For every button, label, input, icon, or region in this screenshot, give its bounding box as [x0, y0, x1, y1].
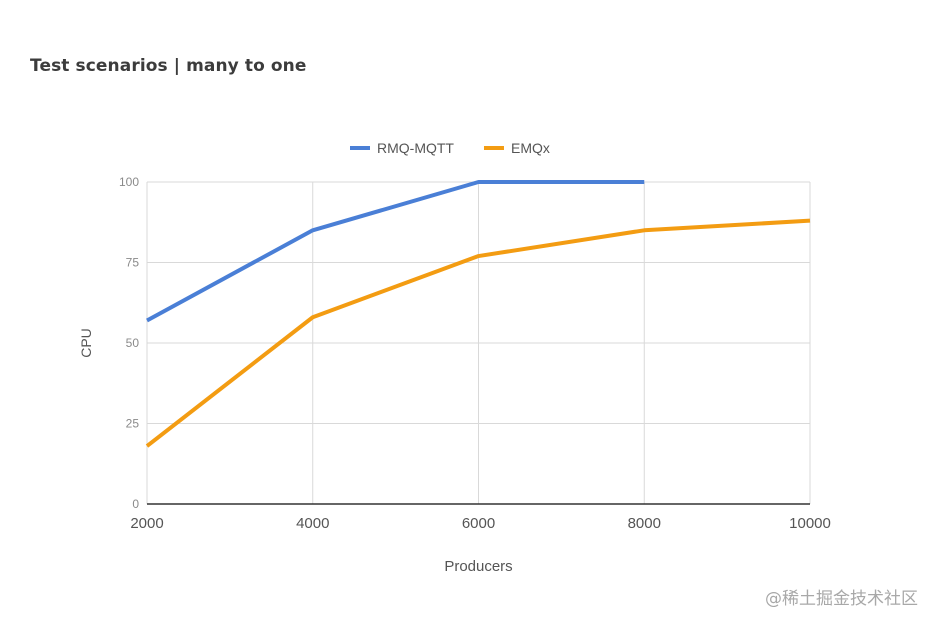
x-tick-label: 6000: [462, 515, 495, 532]
x-tick-label: 4000: [296, 515, 329, 532]
x-axis-title: Producers: [444, 558, 512, 575]
watermark: @稀土掘金技术社区: [765, 589, 918, 609]
axes: 0 25 50 75 100 2000 4000 6000 8000 10000: [119, 175, 831, 532]
series-line-rmq-mqtt: [146, 180, 645, 323]
legend-label: RMQ-MQTT: [377, 140, 454, 156]
y-tick-label: 50: [126, 336, 140, 350]
x-tick-label: 2000: [130, 515, 163, 532]
legend: RMQ-MQTT EMQx: [350, 140, 550, 156]
grid-lines: [146, 181, 811, 504]
legend-label: EMQx: [511, 140, 550, 156]
page-title: Test scenarios | many to one: [30, 56, 307, 76]
y-tick-label: 0: [132, 497, 139, 511]
y-tick-label: 75: [126, 256, 140, 270]
y-tick-label: 25: [126, 417, 140, 431]
y-axis-title: CPU: [78, 328, 94, 358]
series-lines: [145, 180, 811, 448]
x-tick-label: 10000: [789, 515, 831, 532]
x-tick-label: 8000: [628, 515, 661, 532]
series-line-emqx: [145, 218, 811, 448]
y-tick-label: 100: [119, 175, 139, 189]
